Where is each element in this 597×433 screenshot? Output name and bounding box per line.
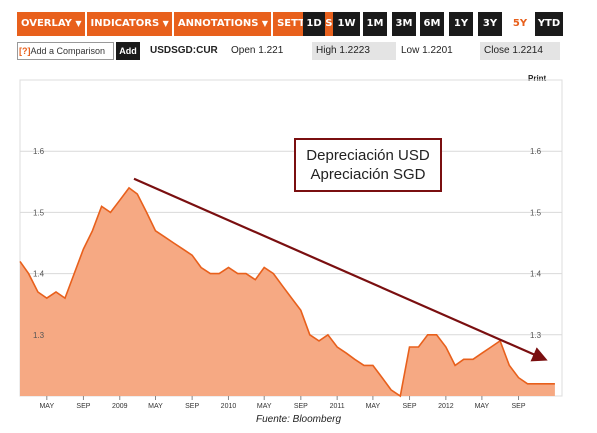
range-6m-button[interactable]: 6M (420, 12, 444, 36)
range-1w-button[interactable]: 1W (333, 12, 360, 36)
add-comparison-button[interactable]: Add (116, 42, 140, 60)
x-tick-label: SEP (403, 403, 417, 410)
y-tick-label-right: 1.5 (530, 208, 542, 217)
quote-bar: [?]Add a Comparison Add USDSGD:CUR Open … (17, 42, 560, 60)
annotations-menu[interactable]: ANNOTATIONS ▼ (173, 12, 272, 36)
x-tick-label: 2009 (112, 403, 128, 410)
range-1y-button[interactable]: 1Y (449, 12, 473, 36)
y-tick-label-right: 1.3 (530, 331, 542, 340)
x-tick-label: MAY (257, 403, 272, 410)
chevron-down-icon: ▼ (261, 19, 269, 28)
price-line (19, 186, 555, 398)
y-tick-label-left: 1.5 (33, 208, 45, 217)
y-tick-label-left: 1.6 (33, 147, 45, 156)
x-tick-label: MAY (475, 403, 490, 410)
y-tick-label-left: 1.3 (33, 331, 45, 340)
x-tick-label: 2010 (221, 403, 237, 410)
overlay-menu-label: OVERLAY (21, 18, 72, 29)
trend-arrow (133, 177, 548, 362)
chevron-down-icon: ▼ (75, 19, 82, 28)
indicators-menu[interactable]: INDICATORS ▼ (86, 12, 172, 36)
print-link[interactable]: Print (528, 74, 547, 83)
range-1d-button[interactable]: 1D (303, 12, 325, 36)
chevron-down-icon: ▼ (162, 19, 169, 28)
annotations-menu-label: ANNOTATIONS (177, 18, 259, 29)
open-value: Open 1.221 (231, 45, 284, 56)
x-tick-label: MAY (366, 403, 381, 410)
source-caption: Fuente: Bloomberg (255, 414, 342, 425)
y-tick-label-right: 1.6 (530, 147, 542, 156)
x-tick-label: SEP (512, 403, 526, 410)
high-value: High 1.2223 (312, 42, 396, 60)
range-3y-button[interactable]: 3Y (478, 12, 502, 36)
y-tick-label-right: 1.4 (530, 270, 542, 279)
range-3m-button[interactable]: 3M (392, 12, 416, 36)
range-ytd-button[interactable]: YTD (535, 12, 563, 36)
annotation-line-2: Apreciación SGD (310, 166, 426, 183)
indicators-menu-label: INDICATORS (90, 18, 160, 29)
annotation-box: Depreciación USD Apreciación SGD (294, 138, 442, 192)
x-tick-label: 2012 (438, 403, 454, 410)
comparison-input[interactable]: [?]Add a Comparison (17, 42, 114, 60)
annotation-line-1: Depreciación USD (306, 147, 430, 164)
comparison-placeholder: Add a Comparison (30, 46, 106, 56)
range-1m-button[interactable]: 1M (363, 12, 387, 36)
ticker-symbol: USDSGD:CUR (150, 45, 218, 56)
x-tick-label: SEP (185, 403, 199, 410)
help-icon[interactable]: [?] (19, 46, 31, 56)
x-tick-label: MAY (148, 403, 163, 410)
close-value: Close 1.2214 (480, 42, 560, 60)
x-tick-label: MAY (39, 403, 54, 410)
low-value: Low 1.2201 (401, 45, 453, 56)
x-tick-label: 2011 (330, 403, 345, 410)
y-tick-label-left: 1.4 (33, 270, 45, 279)
x-tick-label: SEP (294, 403, 308, 410)
x-tick-label: SEP (76, 403, 90, 410)
overlay-menu[interactable]: OVERLAY ▼ (17, 12, 85, 36)
range-5y-button[interactable]: 5Y (508, 12, 532, 36)
